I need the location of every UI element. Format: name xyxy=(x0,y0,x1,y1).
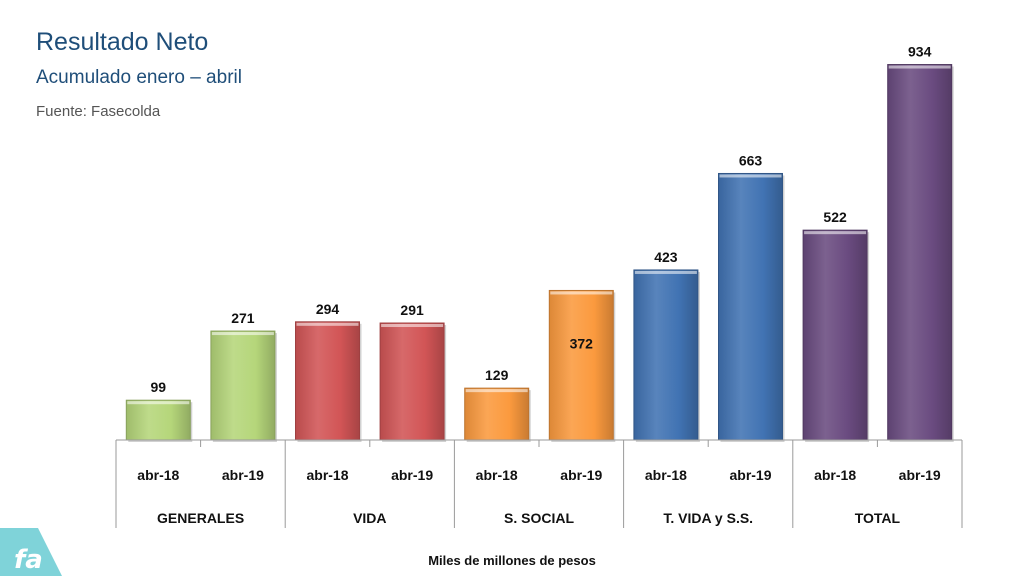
tick-label-period: abr-19 xyxy=(560,467,602,483)
data-label: 294 xyxy=(316,301,340,317)
bar-t-vida-y-s-s--abr-19 xyxy=(718,172,783,441)
bar-highlight xyxy=(550,291,613,295)
tick-label-period: abr-19 xyxy=(222,467,264,483)
page-subtitle: Acumulado enero – abril xyxy=(36,67,242,88)
bar-vida-abr-18 xyxy=(295,321,360,441)
bar-s-social-abr-18 xyxy=(464,387,530,441)
bar-total-abr-18 xyxy=(802,229,868,441)
bar-generales-abr-18 xyxy=(125,399,191,441)
bar-highlight xyxy=(381,324,444,328)
data-label: 291 xyxy=(400,302,424,318)
data-label: 522 xyxy=(823,209,847,225)
tick-label-period: abr-19 xyxy=(899,467,941,483)
units-label: Miles de millones de pesos xyxy=(428,553,596,568)
tick-label-period: abr-19 xyxy=(391,467,433,483)
bar-total-abr-19 xyxy=(887,64,953,441)
bar-highlight xyxy=(804,231,867,235)
data-label: 663 xyxy=(739,152,763,168)
tick-label-period: abr-18 xyxy=(306,467,348,483)
fasecolda-logo-icon: fa xyxy=(0,528,62,576)
tick-label-period: abr-19 xyxy=(729,467,771,483)
tick-label-period: abr-18 xyxy=(645,467,687,483)
bar-highlight xyxy=(296,322,359,326)
data-label: 372 xyxy=(570,335,594,351)
group-label: T. VIDA y S.S. xyxy=(663,510,753,526)
bar-highlight xyxy=(634,270,697,274)
bar-highlight xyxy=(888,65,951,69)
bar-highlight xyxy=(127,401,190,405)
group-label: S. SOCIAL xyxy=(504,510,574,526)
source-note: Fuente: Fasecolda xyxy=(36,103,161,120)
tick-label-period: abr-18 xyxy=(814,467,856,483)
data-label: 129 xyxy=(485,367,509,383)
bar-vida-abr-19 xyxy=(379,322,445,441)
bar-highlight xyxy=(465,389,528,393)
data-label: 99 xyxy=(151,379,167,395)
bar-generales-abr-19 xyxy=(210,330,276,441)
bar-s-social-abr-19 xyxy=(548,289,614,441)
data-label: 423 xyxy=(654,249,678,265)
logo-text: fa xyxy=(14,545,43,575)
tick-label-period: abr-18 xyxy=(137,467,179,483)
bar-highlight xyxy=(719,174,782,178)
data-label: 271 xyxy=(231,310,255,326)
group-label: GENERALES xyxy=(157,510,244,526)
group-label: TOTAL xyxy=(855,510,901,526)
data-label: 934 xyxy=(908,44,932,60)
page-title: Resultado Neto xyxy=(36,28,209,56)
bar-t-vida-y-s-s--abr-18 xyxy=(633,269,699,441)
tick-label-period: abr-18 xyxy=(476,467,518,483)
group-label: VIDA xyxy=(353,510,386,526)
bar-highlight xyxy=(211,332,274,336)
